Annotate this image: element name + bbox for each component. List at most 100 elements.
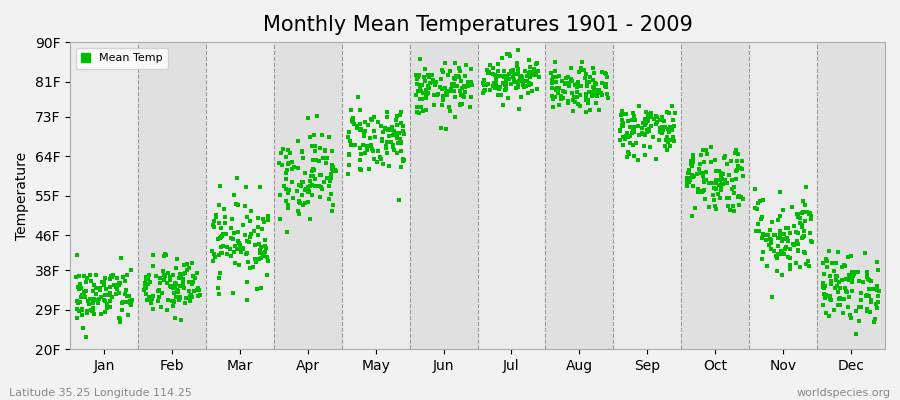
Point bbox=[98, 292, 112, 299]
Point bbox=[318, 148, 332, 154]
Point bbox=[139, 291, 153, 297]
Point bbox=[353, 145, 367, 151]
Point bbox=[731, 194, 745, 200]
Point bbox=[864, 277, 878, 284]
Point bbox=[500, 50, 514, 57]
Point bbox=[286, 195, 301, 201]
Point bbox=[341, 171, 356, 178]
Point bbox=[171, 289, 185, 296]
Point bbox=[443, 68, 457, 74]
Point bbox=[238, 203, 252, 209]
Point bbox=[841, 254, 855, 260]
Point bbox=[392, 136, 407, 142]
Point bbox=[85, 277, 99, 284]
Point bbox=[823, 293, 837, 299]
Point bbox=[414, 104, 428, 110]
Point bbox=[843, 253, 858, 259]
Point bbox=[390, 122, 404, 129]
Point bbox=[735, 158, 750, 164]
Point bbox=[114, 254, 129, 261]
Bar bbox=[274, 42, 342, 349]
Point bbox=[249, 285, 264, 292]
Point bbox=[660, 134, 674, 140]
Point bbox=[705, 159, 719, 165]
Point bbox=[451, 73, 465, 79]
Point bbox=[419, 94, 434, 101]
Point bbox=[79, 275, 94, 282]
Point bbox=[640, 129, 654, 136]
Point bbox=[791, 214, 806, 221]
Point bbox=[686, 183, 700, 189]
Point bbox=[158, 273, 173, 279]
Point bbox=[707, 197, 722, 203]
Point bbox=[322, 133, 337, 140]
Point bbox=[122, 297, 137, 304]
Point bbox=[139, 274, 153, 280]
Point bbox=[182, 288, 196, 294]
Point bbox=[561, 100, 575, 106]
Point bbox=[860, 272, 874, 278]
Point bbox=[580, 79, 594, 86]
Point bbox=[392, 130, 407, 136]
Point bbox=[763, 236, 778, 242]
Point bbox=[770, 268, 784, 275]
Point bbox=[320, 155, 335, 161]
Point bbox=[680, 183, 694, 190]
Point bbox=[248, 258, 263, 265]
Point bbox=[529, 72, 544, 78]
Point bbox=[860, 292, 874, 298]
Point bbox=[573, 103, 588, 109]
Point bbox=[797, 228, 812, 234]
Point bbox=[363, 135, 377, 141]
Point bbox=[447, 93, 462, 100]
Point bbox=[697, 187, 711, 194]
Point bbox=[294, 149, 309, 155]
Point bbox=[580, 98, 595, 105]
Point bbox=[392, 196, 407, 203]
Point bbox=[327, 166, 341, 173]
Point bbox=[867, 319, 881, 326]
Point bbox=[387, 146, 401, 153]
Point bbox=[686, 173, 700, 180]
Point bbox=[212, 202, 226, 208]
Point bbox=[510, 63, 525, 69]
Point bbox=[325, 166, 339, 172]
Point bbox=[553, 73, 567, 80]
Point bbox=[212, 235, 227, 241]
Point bbox=[643, 144, 657, 150]
Point bbox=[95, 279, 110, 285]
Point bbox=[412, 84, 427, 90]
Point bbox=[624, 123, 638, 130]
Point bbox=[725, 203, 740, 209]
Point bbox=[454, 84, 469, 91]
Point bbox=[693, 170, 707, 176]
Point bbox=[412, 110, 427, 116]
Point bbox=[616, 123, 630, 130]
Point bbox=[847, 271, 861, 277]
Point bbox=[70, 306, 85, 312]
Point bbox=[856, 278, 870, 285]
Point bbox=[803, 230, 817, 236]
Point bbox=[521, 90, 535, 96]
Point bbox=[292, 200, 307, 207]
Point bbox=[802, 211, 816, 218]
Point bbox=[161, 297, 176, 304]
Point bbox=[795, 224, 809, 230]
Point bbox=[552, 102, 566, 108]
Point bbox=[192, 287, 206, 293]
Point bbox=[256, 226, 270, 232]
Point bbox=[833, 285, 848, 291]
Point bbox=[548, 86, 562, 93]
Point bbox=[169, 256, 184, 262]
Point bbox=[822, 313, 836, 319]
Point bbox=[520, 78, 535, 84]
Point bbox=[78, 293, 93, 300]
Point bbox=[696, 189, 710, 196]
Point bbox=[461, 78, 475, 85]
Point bbox=[165, 283, 179, 289]
Point bbox=[639, 127, 653, 134]
Point bbox=[551, 88, 565, 95]
Point bbox=[701, 204, 716, 210]
Point bbox=[206, 224, 220, 230]
Point bbox=[615, 108, 629, 114]
